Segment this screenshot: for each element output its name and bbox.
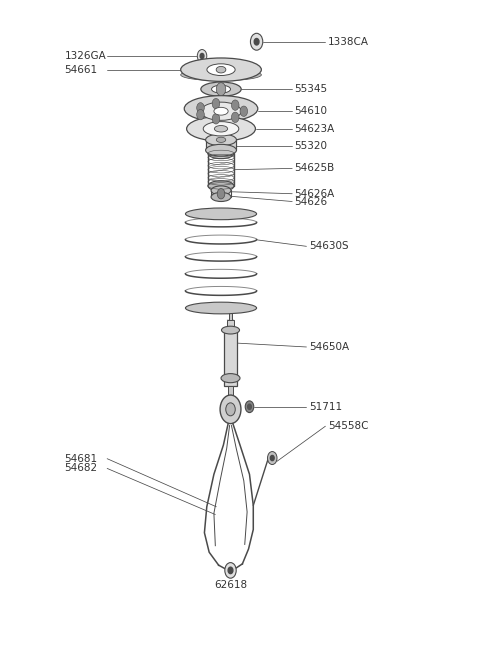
- Circle shape: [197, 50, 207, 62]
- Text: 62618: 62618: [214, 580, 247, 590]
- Text: 54623A: 54623A: [295, 124, 335, 134]
- Ellipse shape: [201, 102, 241, 121]
- Text: 54610: 54610: [295, 106, 327, 116]
- Circle shape: [226, 403, 235, 416]
- Ellipse shape: [184, 96, 258, 122]
- Ellipse shape: [201, 82, 241, 96]
- Ellipse shape: [214, 107, 228, 115]
- Text: 54626A: 54626A: [295, 189, 335, 198]
- Text: 51711: 51711: [309, 402, 342, 412]
- Ellipse shape: [211, 186, 231, 195]
- FancyBboxPatch shape: [224, 330, 237, 386]
- Text: 1326GA: 1326GA: [64, 51, 106, 61]
- Ellipse shape: [211, 193, 231, 202]
- Ellipse shape: [221, 326, 240, 334]
- FancyBboxPatch shape: [228, 309, 232, 320]
- Circle shape: [225, 563, 236, 578]
- Text: 55320: 55320: [295, 141, 327, 151]
- Text: 54661: 54661: [64, 65, 97, 75]
- Ellipse shape: [185, 208, 257, 219]
- Circle shape: [212, 98, 220, 109]
- Text: 54626: 54626: [295, 196, 328, 206]
- Circle shape: [270, 455, 274, 460]
- Text: 54681: 54681: [64, 454, 97, 464]
- Circle shape: [217, 189, 225, 199]
- Ellipse shape: [208, 148, 234, 159]
- Circle shape: [254, 39, 259, 45]
- Ellipse shape: [215, 126, 228, 132]
- Text: 55345: 55345: [295, 84, 328, 94]
- Text: 1338CA: 1338CA: [328, 37, 369, 47]
- Circle shape: [212, 113, 220, 124]
- Ellipse shape: [212, 85, 230, 93]
- Circle shape: [197, 103, 204, 113]
- Circle shape: [248, 404, 252, 409]
- Text: 54558C: 54558C: [328, 421, 368, 431]
- Circle shape: [216, 83, 226, 96]
- Ellipse shape: [208, 181, 234, 191]
- Text: 54650A: 54650A: [309, 342, 349, 352]
- Ellipse shape: [185, 302, 257, 314]
- FancyBboxPatch shape: [227, 320, 234, 330]
- Ellipse shape: [180, 58, 261, 81]
- Ellipse shape: [187, 117, 255, 141]
- Circle shape: [231, 100, 239, 110]
- Text: 54625B: 54625B: [295, 163, 335, 174]
- Ellipse shape: [221, 373, 240, 383]
- Ellipse shape: [205, 144, 237, 156]
- Circle shape: [197, 109, 204, 120]
- Circle shape: [267, 451, 277, 464]
- Polygon shape: [205, 140, 237, 150]
- Circle shape: [220, 395, 241, 424]
- Circle shape: [251, 33, 263, 50]
- Text: 54682: 54682: [64, 464, 97, 474]
- Circle shape: [228, 567, 233, 574]
- Text: 54630S: 54630S: [309, 241, 348, 252]
- Circle shape: [231, 112, 239, 122]
- Ellipse shape: [216, 66, 226, 73]
- Circle shape: [245, 401, 254, 413]
- FancyBboxPatch shape: [228, 386, 233, 403]
- Ellipse shape: [203, 122, 239, 136]
- Ellipse shape: [207, 64, 235, 75]
- Ellipse shape: [216, 137, 226, 142]
- Ellipse shape: [180, 69, 261, 81]
- Circle shape: [200, 54, 204, 59]
- Ellipse shape: [205, 134, 237, 145]
- Circle shape: [240, 106, 248, 117]
